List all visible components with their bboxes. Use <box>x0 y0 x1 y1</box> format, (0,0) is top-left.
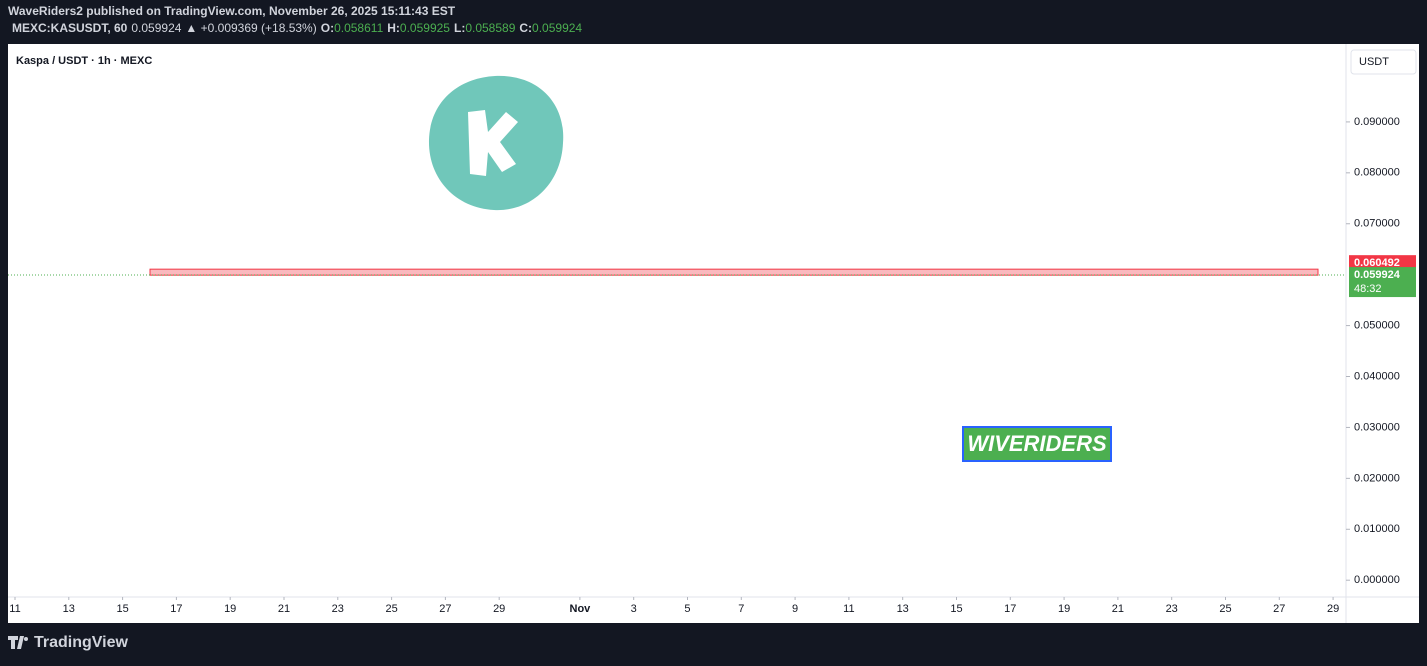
x-tick-label: 7 <box>738 603 744 615</box>
change: ▲ +0.009369 (+18.53%) <box>185 21 316 35</box>
currency-box[interactable] <box>1350 49 1417 75</box>
watermark-box <box>962 426 1112 462</box>
currency: USDT <box>1359 56 1389 68</box>
resistance-band <box>149 268 1319 276</box>
chart-title: Kaspa / USDT · 1h · MEXC <box>16 55 152 67</box>
y-tick-label: 0.020000 <box>1354 472 1400 484</box>
x-tick-label: 21 <box>1112 603 1124 615</box>
watermark: WIVERIDERS <box>967 431 1107 456</box>
price: 0.059924 <box>131 21 181 35</box>
symbol-line: MEXC:KASUSDT, 60 0.059924 ▲ +0.009369 (+18… <box>12 21 582 35</box>
x-tick-label: 29 <box>493 603 505 615</box>
ohlc-value: 0.059924 <box>532 21 582 35</box>
x-tick-label: Nov <box>570 603 592 615</box>
x-tick-label: 21 <box>278 603 290 615</box>
y-tick-label: 0.080000 <box>1354 167 1400 179</box>
x-tick-label: 17 <box>1004 603 1016 615</box>
ohlc-value: 0.059925 <box>400 21 450 35</box>
ohlc-key: H: <box>387 21 400 35</box>
x-tick-label: 27 <box>439 603 451 615</box>
y-tick-label: 0.030000 <box>1354 421 1400 433</box>
ohlc-value: 0.058589 <box>465 21 515 35</box>
x-tick-label: 25 <box>385 603 397 615</box>
footer-logo <box>8 636 28 649</box>
kaspa-logo <box>428 75 564 211</box>
chart-panel <box>8 44 1419 623</box>
y-tick-label: 0.090000 <box>1354 116 1400 128</box>
x-tick-label: 11 <box>9 603 20 615</box>
x-tick-label: 19 <box>224 603 236 615</box>
ohlc-key: L: <box>454 21 465 35</box>
y-tick-label: 0.070000 <box>1354 218 1400 230</box>
x-tick-label: 17 <box>170 603 182 615</box>
x-tick-label: 15 <box>950 603 962 615</box>
last-price-label: 0.059924 <box>1354 269 1401 281</box>
last-price-box <box>1349 267 1416 298</box>
resistance-label: 0.060492 <box>1354 257 1400 269</box>
publisher: WaveRiders2 published on TradingView.com… <box>8 4 456 18</box>
x-tick-label: 25 <box>1219 603 1231 615</box>
x-tick-label: 23 <box>1166 603 1178 615</box>
x-tick-label: 29 <box>1327 603 1339 615</box>
x-tick-label: 23 <box>332 603 344 615</box>
ohlc-key: O: <box>321 21 334 35</box>
x-tick-label: 13 <box>897 603 909 615</box>
x-tick-label: 5 <box>684 603 690 615</box>
x-tick-label: 15 <box>116 603 128 615</box>
x-tick-label: 19 <box>1058 603 1070 615</box>
ohlc-key: C: <box>519 21 532 35</box>
y-tick-label: 0.050000 <box>1354 319 1400 331</box>
y-tick-label: 0.040000 <box>1354 370 1400 382</box>
y-tick-label: 0.010000 <box>1354 523 1400 535</box>
brand: TradingView <box>34 634 129 651</box>
y-tick-label: 0.000000 <box>1354 574 1400 586</box>
countdown: 48:32 <box>1354 283 1382 295</box>
x-tick-label: 9 <box>792 603 798 615</box>
symbol: MEXC:KASUSDT, 60 <box>12 21 128 35</box>
x-tick-label: 11 <box>843 603 854 615</box>
ohlc-value: 0.058611 <box>334 21 383 35</box>
x-tick-label: 3 <box>631 603 637 615</box>
x-tick-label: 13 <box>63 603 75 615</box>
x-tick-label: 27 <box>1273 603 1285 615</box>
